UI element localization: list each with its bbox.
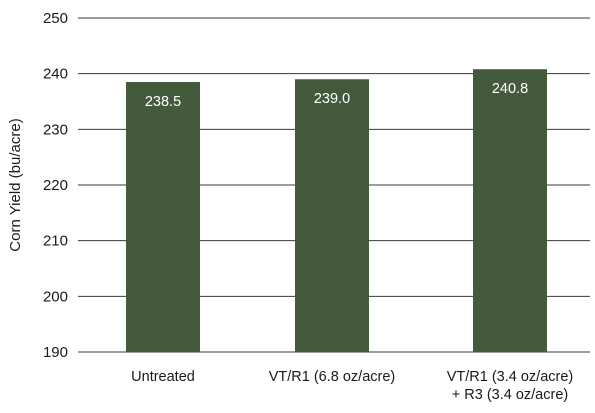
y-tick-labels: 190 200 210 220 230 240 250 xyxy=(43,10,68,361)
bars xyxy=(126,69,547,353)
y-tick-label: 240 xyxy=(43,66,68,83)
value-label: 240.8 xyxy=(492,81,528,97)
y-tick-label: 220 xyxy=(43,177,68,194)
y-tick-label: 190 xyxy=(43,344,68,361)
y-tick-label: 200 xyxy=(43,288,68,305)
bar xyxy=(126,82,200,353)
category-label: Untreated xyxy=(131,369,195,385)
category-label: VT/R1 (6.8 oz/acre) xyxy=(269,369,396,385)
category-label: + R3 (3.4 oz/acre) xyxy=(452,387,568,403)
value-label: 238.5 xyxy=(145,94,181,110)
y-tick-label: 230 xyxy=(43,121,68,138)
bar xyxy=(473,69,547,353)
y-axis-title: Corn Yield (bu/acre) xyxy=(7,118,24,251)
y-tick-label: 210 xyxy=(43,233,68,250)
value-labels: 238.5 239.0 240.8 xyxy=(145,81,528,110)
value-label: 239.0 xyxy=(314,91,350,107)
category-labels: Untreated VT/R1 (6.8 oz/acre) VT/R1 (3.4 o… xyxy=(131,369,573,403)
category-label: VT/R1 (3.4 oz/acre) xyxy=(447,369,574,385)
bar xyxy=(295,79,369,352)
y-tick-label: 250 xyxy=(43,10,68,27)
